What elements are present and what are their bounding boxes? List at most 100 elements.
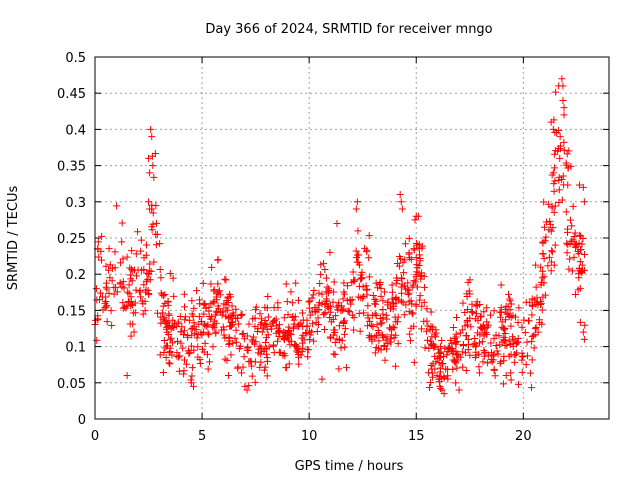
y-tick-label: 0.05: [57, 377, 86, 392]
data-point: [518, 368, 526, 376]
data-point: [434, 345, 442, 353]
data-point: [108, 264, 116, 272]
data-point: [145, 198, 153, 206]
data-point: [471, 354, 479, 362]
data-point: [248, 372, 256, 380]
y-tick-label: 0.25: [57, 232, 86, 247]
data-point: [135, 288, 143, 296]
data-point: [420, 298, 428, 306]
data-point: [420, 317, 428, 325]
data-point: [174, 337, 181, 345]
data-point: [461, 309, 469, 317]
data-point: [339, 317, 347, 325]
data-point: [501, 342, 509, 350]
data-point: [327, 334, 335, 342]
data-point: [331, 351, 339, 359]
data-point: [188, 372, 196, 380]
data-point: [528, 311, 536, 319]
data-point: [152, 241, 160, 249]
data-point: [344, 307, 352, 315]
data-point: [402, 301, 410, 309]
data-point: [363, 291, 371, 299]
data-point: [400, 282, 408, 290]
data-point: [274, 304, 282, 312]
data-point: [279, 328, 287, 336]
data-point: [542, 218, 550, 226]
data-point: [452, 379, 460, 387]
data-point: [463, 316, 471, 324]
data-point: [321, 326, 329, 334]
data-point: [375, 337, 383, 345]
data-point: [503, 310, 511, 318]
data-point: [423, 336, 431, 344]
data-point: [515, 304, 523, 312]
data-point: [310, 286, 318, 294]
data-point: [537, 278, 545, 286]
data-point: [494, 350, 502, 358]
data-point: [142, 251, 150, 259]
y-tick-label: 0.1: [65, 341, 86, 356]
data-point: [389, 299, 397, 307]
data-point: [371, 296, 379, 304]
data-point: [579, 328, 587, 336]
data-point: [245, 382, 253, 390]
data-point: [518, 323, 526, 331]
data-point: [224, 306, 232, 314]
data-point: [541, 291, 549, 299]
data-point: [226, 293, 234, 301]
data-point: [133, 272, 141, 280]
data-point: [548, 248, 556, 256]
data-point: [146, 169, 154, 177]
data-point: [322, 295, 330, 303]
data-point: [388, 281, 396, 289]
y-tick-labels: 0 0.05 0.1 0.15 0.2 0.25 0.3 0.35 0.4 0.45 0.5: [57, 51, 86, 428]
data-point: [205, 358, 213, 366]
data-point: [113, 288, 121, 296]
data-point: [269, 342, 277, 350]
data-point: [330, 278, 338, 286]
data-point: [106, 274, 114, 282]
data-point: [160, 349, 168, 357]
data-point: [509, 312, 517, 320]
data-point: [212, 311, 220, 319]
data-point: [396, 191, 404, 199]
data-point: [572, 243, 580, 251]
data-point: [472, 341, 480, 349]
data-point: [563, 249, 571, 257]
data-point: [311, 304, 319, 312]
data-point: [176, 352, 184, 360]
data-point: [123, 302, 131, 310]
data-point: [489, 352, 497, 360]
data-point: [157, 313, 165, 321]
data-point: [210, 324, 218, 332]
data-point: [238, 369, 246, 377]
data-point: [201, 300, 209, 308]
data-point: [93, 336, 101, 344]
data-point: [581, 251, 589, 259]
data-point: [165, 359, 173, 367]
data-point: [500, 333, 508, 341]
data-point: [484, 321, 492, 329]
data-point: [373, 321, 381, 329]
data-point: [547, 267, 555, 275]
data-point: [568, 267, 576, 275]
data-point: [337, 344, 345, 352]
data-point: [518, 349, 526, 357]
data-point: [317, 271, 325, 279]
data-point: [190, 304, 198, 312]
data-point: [120, 284, 128, 292]
data-point: [492, 341, 500, 349]
data-point: [356, 327, 364, 335]
data-point: [150, 258, 158, 266]
data-point: [565, 265, 573, 273]
data-point: [540, 198, 548, 206]
data-point: [528, 295, 536, 303]
data-point: [170, 292, 178, 300]
data-point: [497, 281, 505, 289]
data-point: [498, 338, 506, 346]
data-point: [325, 287, 333, 295]
data-point: [514, 380, 522, 388]
data-point: [505, 290, 513, 298]
data-point: [497, 358, 505, 366]
data-point: [142, 277, 150, 285]
